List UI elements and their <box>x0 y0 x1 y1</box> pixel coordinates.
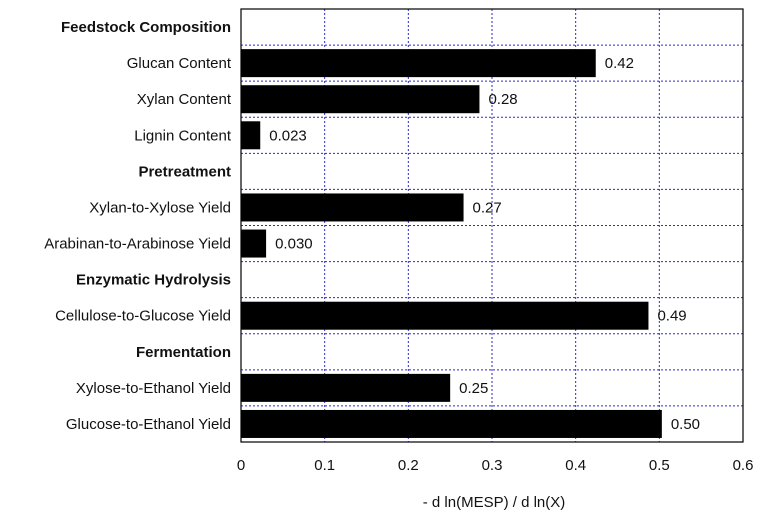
category-label: Xylose-to-Ethanol Yield <box>76 380 231 397</box>
value-labels: 0.42 0.28 0.023 0.27 0.030 0.49 0.25 0.50 <box>269 55 700 433</box>
bar <box>241 193 464 222</box>
category-label: Cellulose-to-Glucose Yield <box>55 308 231 325</box>
x-tick-labels: 0 0.1 0.2 0.3 0.4 0.5 0.6 <box>237 457 754 474</box>
category-label: Lignin Content <box>134 127 232 144</box>
group-label: Enzymatic Hydrolysis <box>76 272 231 289</box>
value-label: 0.49 <box>657 308 686 325</box>
bar <box>241 49 596 78</box>
x-tick-label: 0.3 <box>482 457 503 474</box>
value-label: 0.50 <box>671 416 700 433</box>
bar <box>241 301 649 330</box>
bar <box>241 229 267 258</box>
x-tick-label: 0.2 <box>398 457 419 474</box>
x-tick-label: 0 <box>237 457 245 474</box>
bar <box>241 409 662 438</box>
x-tick-label: 0.6 <box>733 457 754 474</box>
value-label: 0.030 <box>275 236 313 253</box>
category-label: Xylan-to-Xylose Yield <box>89 199 231 216</box>
bars <box>241 49 662 438</box>
grid-lines <box>241 9 743 442</box>
category-label: Glucose-to-Ethanol Yield <box>66 416 231 433</box>
value-label: 0.25 <box>459 380 488 397</box>
group-label: Pretreatment <box>138 163 231 180</box>
value-label: 0.42 <box>605 55 634 72</box>
category-labels: Feedstock Composition Glucan Content Xylan… <box>44 19 232 433</box>
x-axis-title: - d ln(MESP) / d ln(X) <box>423 494 566 511</box>
x-tick-label: 0.4 <box>565 457 586 474</box>
plot-frame <box>240 8 744 443</box>
x-tick-label: 0.1 <box>314 457 335 474</box>
bar <box>241 121 261 150</box>
group-label: Fermentation <box>136 344 231 361</box>
category-label: Arabinan-to-Arabinose Yield <box>44 236 231 253</box>
value-label: 0.28 <box>488 91 517 108</box>
bar <box>241 373 451 402</box>
value-label: 0.023 <box>269 127 307 144</box>
group-label: Feedstock Composition <box>61 19 231 36</box>
x-tick-label: 0.5 <box>649 457 670 474</box>
bar <box>241 85 480 114</box>
value-label: 0.27 <box>473 199 502 216</box>
category-label: Xylan Content <box>137 91 232 108</box>
category-label: Glucan Content <box>127 55 232 72</box>
